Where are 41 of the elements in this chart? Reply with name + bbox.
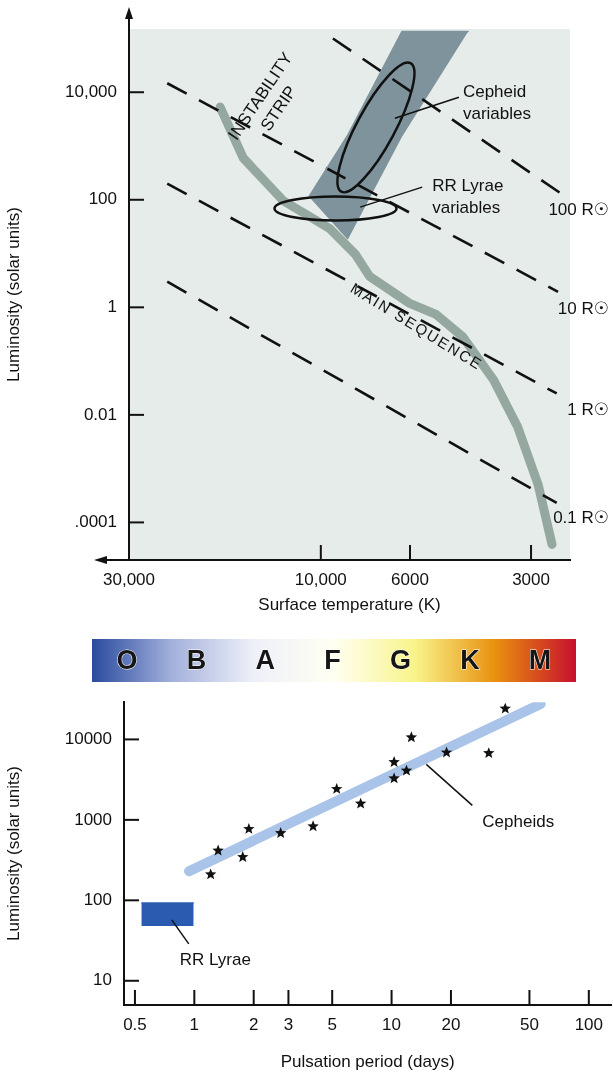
category-label: A [255,645,276,676]
x-tick-label: 10 [382,1014,402,1034]
y-tick-label: 1000 [74,809,112,829]
x-tick-label: 2 [248,1014,259,1034]
category-label: G [389,645,411,676]
y-tick-label: 0.01 [83,404,117,424]
x-tick-label: 10,000 [294,569,347,589]
category-label: K [460,645,480,676]
annotation: Cepheids [482,812,555,832]
category-label: F [324,645,341,676]
x-axis-title: Surface temperature (K) [258,595,441,615]
category-label: O [116,645,138,676]
x-tick-label: 30,000 [103,569,155,589]
x-tick-label: 100 [574,1014,604,1034]
annotation: RR Lyrae [179,949,251,969]
x-tick-label: 50 [519,1014,539,1034]
category-label: B [186,645,207,676]
y-tick-label: 10,000 [65,81,117,101]
annotation: RR Lyrae variables [432,175,504,217]
x-tick-label: 3000 [512,569,550,589]
series-label: 1 R☉ [567,400,609,420]
x-tick-label: 6000 [391,569,429,589]
series-label: 10 R☉ [557,298,609,318]
x-tick-label: 5 [327,1014,337,1034]
x-tick-label: 0.5 [123,1014,147,1034]
y-axis-title: Luminosity (solar units) [3,766,23,941]
x-axis-title: Pulsation period (days) [280,1052,455,1072]
y-tick-label: 1 [107,297,117,317]
y-axis-title: Luminosity (solar units) [3,207,23,382]
x-tick-label: 1 [189,1014,200,1034]
y-tick-label: 10 [93,970,112,990]
series-label: 100 R☉ [548,199,609,219]
y-tick-label: 10000 [64,729,112,749]
y-tick-label: 100 [88,189,117,209]
y-tick-label: 100 [83,890,112,910]
category-label: M [528,645,552,676]
y-tick-label: .0001 [74,512,117,532]
x-tick-label: 3 [283,1014,294,1034]
annotation: Cepheid variables [462,81,531,123]
series-label: 0.1 R☉ [553,507,609,527]
x-tick-label: 20 [441,1014,461,1034]
